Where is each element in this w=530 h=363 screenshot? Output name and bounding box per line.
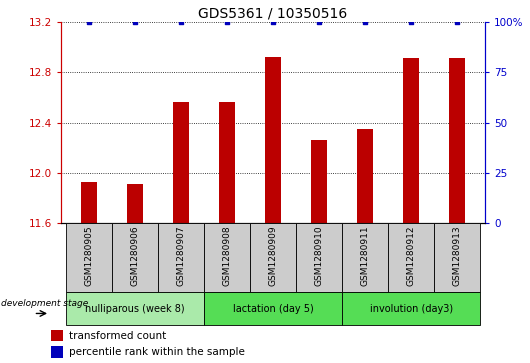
Point [84,19,93,25]
Bar [51,330,63,341]
Bar [204,223,250,292]
Text: GSM1280910: GSM1280910 [314,225,323,286]
Bar [81,182,96,223]
Bar [112,223,158,292]
Bar [250,223,296,292]
Bar [403,58,419,223]
Bar [219,102,235,223]
Bar [173,102,189,223]
Text: transformed count: transformed count [69,331,166,341]
Point [361,19,369,25]
Bar [388,223,434,292]
Bar [449,58,465,223]
Bar [265,57,281,223]
Bar [66,223,112,292]
Bar [311,140,327,223]
Point [453,19,462,25]
Text: involution (day3): involution (day3) [369,303,453,314]
Bar [204,292,342,325]
Text: GSM1280907: GSM1280907 [176,225,186,286]
Bar [296,223,342,292]
Bar [51,346,63,358]
Text: GSM1280905: GSM1280905 [84,225,93,286]
Text: nulliparous (week 8): nulliparous (week 8) [85,303,184,314]
Bar [342,292,480,325]
Point [176,19,185,25]
Point [407,19,416,25]
Bar [66,292,204,325]
Point [269,19,277,25]
Bar [357,129,373,223]
Bar [342,223,388,292]
Title: GDS5361 / 10350516: GDS5361 / 10350516 [198,7,348,21]
Text: GSM1280908: GSM1280908 [223,225,232,286]
Text: GSM1280906: GSM1280906 [130,225,139,286]
Text: GSM1280909: GSM1280909 [269,225,277,286]
Point [223,19,231,25]
Point [130,19,139,25]
Text: GSM1280911: GSM1280911 [360,225,369,286]
Text: percentile rank within the sample: percentile rank within the sample [69,347,245,357]
Text: GSM1280913: GSM1280913 [453,225,462,286]
Text: GSM1280912: GSM1280912 [407,225,416,286]
Bar [158,223,204,292]
Text: development stage: development stage [1,299,89,308]
Bar [434,223,480,292]
Text: lactation (day 5): lactation (day 5) [233,303,313,314]
Point [315,19,323,25]
Bar [127,184,143,223]
